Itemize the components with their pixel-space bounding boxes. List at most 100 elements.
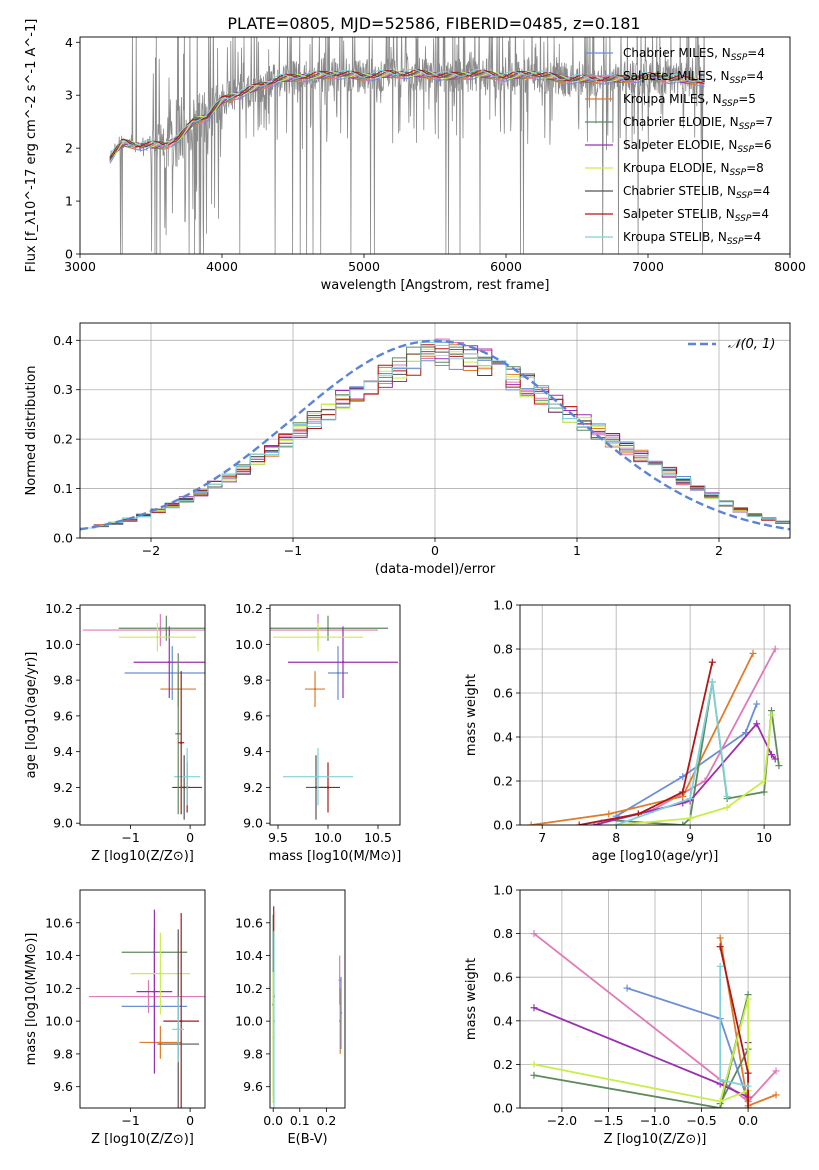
age-vs-metallicity-panel: −1 0 9.0 9.2 9.4 9.6 9.8 10.0 10.2 Z [log10(Z/Z⊙)… (24, 601, 206, 864)
x-axis-label: (data-model)/error (375, 562, 496, 577)
x-axis-label: E(B-V) (287, 1132, 327, 1147)
y-tick-label: 10.2 (45, 981, 73, 996)
x-tick-label: 5000 (348, 259, 380, 274)
y-tick-label: 0.2 (53, 432, 73, 447)
y-tick-label: 10.6 (235, 915, 263, 930)
y-tick-label: 0.0 (53, 531, 73, 546)
weight-vs-age-plot-area (527, 645, 783, 825)
spectrum-plot-area (109, 37, 705, 254)
data-point (272, 1019, 276, 1023)
y-tick-label: 0 (65, 247, 73, 262)
x-tick-label: 10.5 (364, 830, 392, 845)
weight-vs-metallicity-plot-area (530, 930, 780, 1108)
y-tick-label: 1.0 (493, 598, 513, 613)
y-tick-label: 9.0 (53, 816, 73, 831)
legend-label-8: Kroupa STELIB, NSSP=4 (623, 230, 761, 247)
data-point (179, 1019, 183, 1023)
y-tick-label: 10.6 (45, 915, 73, 930)
y-axis-label: mass weight (464, 674, 479, 756)
data-point (156, 635, 159, 639)
weight-line-1 (601, 648, 776, 824)
x-tick-label: 7 (538, 830, 546, 845)
data-point (316, 775, 320, 778)
x-tick-label: −1 (121, 830, 139, 845)
data-point (147, 995, 150, 998)
y-tick-label: 9.6 (53, 708, 73, 723)
legend-label-1: Salpeter MILES, NSSP=4 (623, 69, 764, 86)
data-point (177, 1028, 180, 1031)
legend-label-7: Salpeter STELIB, NSSP=4 (623, 207, 769, 224)
mass-vs-ebv-plot-area (271, 906, 343, 1108)
x-tick-label: 7000 (632, 259, 664, 274)
y-tick-label: 3 (65, 88, 73, 103)
axes-frame (79, 604, 206, 826)
x-tick-label: 8000 (774, 259, 806, 274)
axes-frame (79, 322, 791, 539)
axes-frame (269, 604, 401, 826)
data-point (313, 687, 317, 691)
mass-vs-metallicity-plot-area (88, 909, 205, 1108)
axes-frame (79, 889, 206, 1109)
x-axis-label: Z [log10(Z/Z⊙)] (91, 1132, 194, 1147)
y-tick-label: 0.0 (493, 818, 513, 833)
data-point (336, 671, 340, 675)
x-tick-label: −1 (121, 1113, 139, 1128)
histogram-step-7 (80, 344, 790, 529)
x-axis-label: age [log10(age/yr)] (592, 849, 719, 864)
y-tick-label: 10.2 (45, 601, 73, 616)
age-vs-mass-panel: 9.5 10.0 10.5 9.0 9.2 9.4 9.6 9.8 10.0 10.2 mass [… (235, 601, 401, 864)
y-tick-label: 10.2 (235, 981, 263, 996)
x-tick-label: 3000 (64, 259, 96, 274)
y-tick-label: 9.2 (243, 780, 263, 795)
axes-frame (269, 889, 346, 1109)
y-tick-label: 9.6 (243, 708, 263, 723)
y-tick-label: 0.1 (53, 481, 73, 496)
axes-frame (519, 604, 791, 826)
y-tick-label: 0.4 (493, 730, 513, 745)
weight-line-7 (615, 681, 728, 825)
data-point (316, 635, 320, 639)
x-tick-label: 0 (186, 1113, 194, 1128)
axes-frame (79, 36, 791, 255)
y-tick-label: 0.6 (493, 686, 513, 701)
model-line-6 (109, 69, 705, 161)
y-tick-label: 9.4 (243, 744, 263, 759)
y-tick-label: 0.2 (493, 774, 513, 789)
y-axis-label: Flux [f_λ10^-17 erg cm^-2 s^-1 A^-1] (24, 19, 39, 273)
x-axis-label: wavelength [Angstrom, rest frame] (321, 278, 550, 293)
data-point (339, 1011, 343, 1015)
y-tick-label: 9.2 (53, 780, 73, 795)
model-line-0 (109, 73, 705, 164)
weight-vs-metallicity-panel: −2.0 −1.5 −1.0 −0.5 0.0 0.0 0.2 0.4 0.6 0.8 1.0 Z [… (464, 883, 791, 1147)
data-point (159, 972, 162, 975)
mass-vs-metallicity-panel: −1 0 9.6 9.8 10.0 10.2 10.4 10.6 Z [log10(Z/Z⊙)]… (24, 889, 206, 1147)
x-tick-label: 6000 (490, 259, 522, 274)
x-tick-label: 0.0 (263, 1113, 283, 1128)
x-tick-label: 0.2 (316, 1113, 336, 1128)
weight-line-5 (616, 714, 773, 825)
y-axis-label: mass weight (464, 958, 479, 1040)
y-tick-label: 0.4 (493, 1013, 513, 1028)
histogram-step-8 (80, 341, 790, 529)
histogram-plot-area (80, 338, 790, 531)
residual-histogram-panel: −2 −1 0 1 2 0.0 0.1 0.2 0.3 0.4 (data-model)/error… (24, 322, 791, 577)
x-tick-label: 0 (186, 830, 194, 845)
x-tick-label: 4000 (206, 259, 238, 274)
figure-title: PLATE=0805, MJD=52586, FIBERID=0485, z=0… (227, 14, 640, 33)
weight-line-0 (615, 703, 758, 817)
weight-line-5 (533, 998, 749, 1103)
x-tick-label: 0.0 (738, 1113, 758, 1128)
data-point (153, 990, 156, 993)
y-tick-label: 10.0 (235, 1014, 263, 1029)
x-tick-label: 9 (686, 830, 694, 845)
x-tick-label: 10.0 (314, 830, 342, 845)
y-axis-label: age [log10(age/yr)] (24, 652, 39, 779)
x-tick-label: 10 (756, 830, 772, 845)
x-tick-label: −1.0 (640, 1113, 670, 1128)
legend-label-5: Kroupa ELODIE, NSSP=8 (623, 161, 764, 178)
y-tick-label: 9.6 (53, 1079, 73, 1094)
data-point (326, 786, 330, 789)
x-tick-label: 1 (573, 543, 581, 558)
data-point (168, 661, 171, 664)
y-tick-label: 10.0 (45, 637, 73, 652)
